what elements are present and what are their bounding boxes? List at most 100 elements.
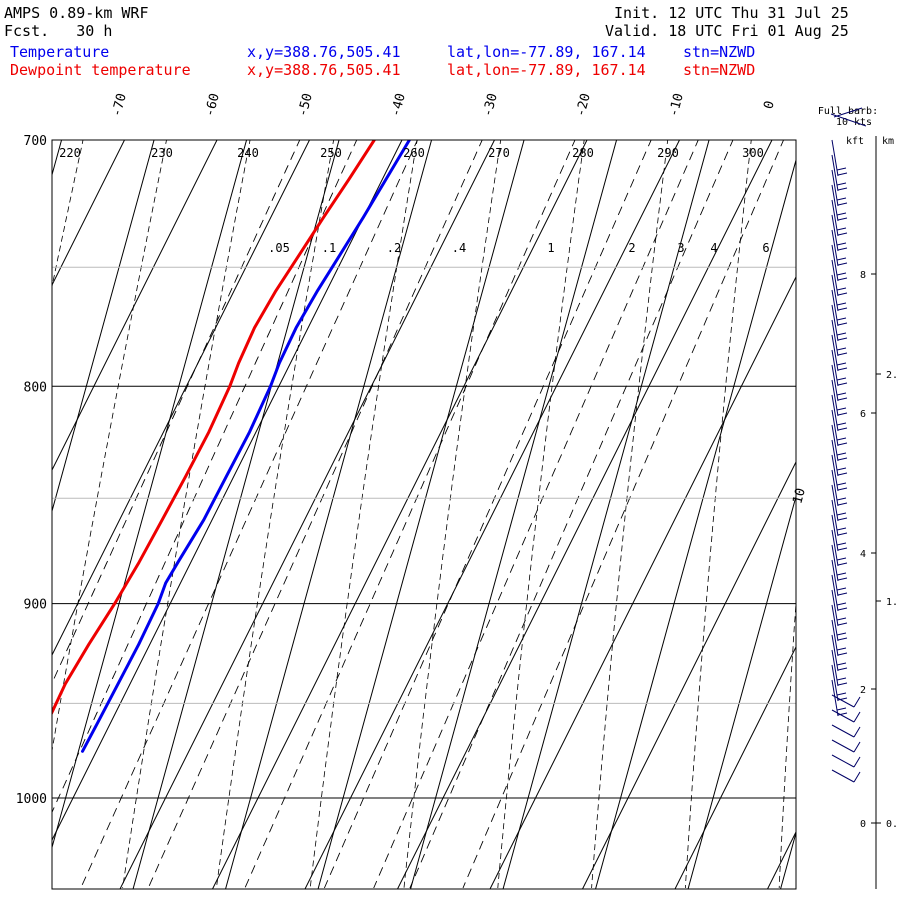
wind-barb <box>831 469 848 507</box>
isotherm-line <box>52 140 311 657</box>
wind-barb <box>831 574 848 612</box>
axis-labels: 700 800 900 1000 -70 -60 -50 -40 -30 -20 -10 0 10 220… <box>16 92 809 807</box>
valid-time: Valid. 18 UTC Fri 01 Aug 25 <box>605 23 849 40</box>
mixing-ratio-label: 1 <box>547 241 554 255</box>
reference-line <box>687 494 796 889</box>
dry-adiabat-line <box>403 140 502 889</box>
wind-barb <box>831 604 848 642</box>
mixing-ratio-line <box>373 140 699 889</box>
wind-legend-barb <box>833 107 863 118</box>
wind-barb <box>831 544 848 582</box>
wind-barb <box>831 259 848 297</box>
mixing-ratio-line <box>323 140 652 889</box>
wind-barb <box>831 724 861 738</box>
mixing-ratio-label: .1 <box>322 241 336 255</box>
dry-adiabat-label: 240 <box>237 146 259 160</box>
mixing-ratio-label: 4 <box>710 241 717 255</box>
isotherm-label: -30 <box>480 92 501 119</box>
valid-value: 18 UTC Fri 01 Aug 25 <box>668 22 849 40</box>
temperature-line <box>81 140 411 753</box>
wind-barb <box>831 364 848 402</box>
legend-dewpoint-latlon: lat,lon=-77.89, 167.14 <box>447 61 646 79</box>
init-time: Init. 12 UTC Thu 31 Jul 25 <box>614 5 849 22</box>
reference-line <box>873 138 900 891</box>
mixing-ratio-line <box>409 140 734 889</box>
pressure-tick-label: 900 <box>24 598 47 613</box>
wind-panel-title: Full barb: <box>818 106 878 117</box>
dry-adiabat-line <box>685 140 752 889</box>
wind-barb <box>831 244 848 282</box>
kft-tick-label: 8 <box>860 270 866 281</box>
sounding-series <box>52 140 411 753</box>
kft-tick-label: 2 <box>860 685 866 696</box>
wind-barb <box>831 349 848 387</box>
plot-frame <box>51 139 797 890</box>
model-title: AMPS 0.89-km WRF <box>4 4 149 22</box>
wind-barb <box>831 769 861 783</box>
reference-line <box>317 140 525 889</box>
wind-barb <box>831 619 848 657</box>
isotherm-label: -20 <box>573 92 594 119</box>
isotherm-line <box>859 138 900 891</box>
pressure-tick-label: 1000 <box>16 792 47 807</box>
isotherm-label: 0 <box>761 99 778 110</box>
wind-barb <box>831 214 848 252</box>
wind-barb <box>831 409 848 447</box>
mixing-ratio-label: .05 <box>268 241 290 255</box>
wind-barb <box>831 484 848 522</box>
kft-tick-label: 4 <box>860 549 866 560</box>
dry-adiabat-line <box>778 596 796 889</box>
mixing-ratio-line <box>80 140 418 889</box>
mixing-ratio-label: .4 <box>452 241 466 255</box>
km-tick-label: 0. <box>886 819 898 830</box>
wind-panel-subtitle: 10 kts <box>836 117 872 128</box>
reference-line <box>410 140 618 889</box>
wind-barb <box>831 499 848 537</box>
init-value: 12 UTC Thu 31 Jul 25 <box>668 4 849 22</box>
isotherm-line <box>581 460 796 889</box>
wind-barb <box>831 274 848 312</box>
isobar-lines <box>52 139 796 799</box>
wind-barb <box>831 754 861 768</box>
wind-barb <box>831 319 848 357</box>
isotherm-line <box>489 275 796 889</box>
km-tick-label: 2. <box>886 370 898 381</box>
kft-tick-label: 6 <box>860 409 866 420</box>
wind-barb <box>831 304 848 342</box>
wind-barb <box>831 709 861 723</box>
km-tick-label: 1. <box>886 597 898 608</box>
legend-dewpoint-station: stn=NZWD <box>683 61 756 79</box>
dry-adiabat-label: 250 <box>320 146 342 160</box>
mixing-ratio-line <box>52 140 358 814</box>
reference-line <box>52 140 63 177</box>
wind-barb <box>831 229 848 267</box>
isotherm-line <box>304 140 681 889</box>
wind-barb <box>831 379 848 417</box>
isotherm-line <box>52 140 126 287</box>
forecast-label: Fcst. <box>4 22 50 40</box>
wind-barb <box>831 454 848 492</box>
wind-barb <box>831 664 848 702</box>
mixing-ratio-line <box>244 140 576 889</box>
dry-adiabat-label: 260 <box>403 146 425 160</box>
isotherm-label: 10 <box>790 487 809 506</box>
isotherm-line <box>674 645 796 889</box>
mixing-ratio-label: 2 <box>628 241 635 255</box>
wind-barb <box>831 679 848 717</box>
legend-temperature-station: stn=NZWD <box>683 43 756 61</box>
wind-barb <box>831 154 848 192</box>
wind-barb <box>831 559 848 597</box>
reference-line <box>52 140 248 850</box>
kft-axis-label: kft <box>846 136 864 147</box>
isotherm-line <box>0 138 33 891</box>
dry-adiabat-line <box>52 140 167 754</box>
pressure-tick-label: 800 <box>24 380 47 395</box>
dry-adiabat-line <box>122 140 251 889</box>
isotherm-label: -50 <box>295 92 316 119</box>
mixing-ratio-line <box>52 140 301 684</box>
wind-barb <box>831 694 861 708</box>
dry-adiabat-line <box>873 138 900 888</box>
dry-adiabat-line <box>216 140 335 889</box>
isotherm-label: -60 <box>202 92 223 119</box>
